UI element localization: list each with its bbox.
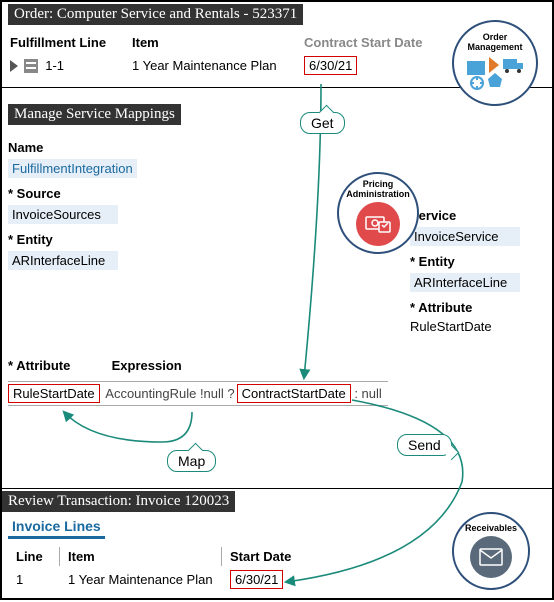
attribute-label: Attribute: [8, 358, 108, 373]
order-management-icon: [465, 55, 525, 93]
review-title: Review Transaction: Invoice 120023: [2, 491, 235, 512]
col-item: Item: [62, 547, 222, 566]
map-callout: Map: [167, 450, 216, 472]
mapping-left-column: Name FulfillmentIntegration Source Invoi…: [8, 132, 208, 270]
receivables-badge: Receivables: [452, 512, 530, 590]
expand-icon[interactable]: [10, 60, 18, 72]
attribute-value: RuleStartDate: [8, 384, 100, 403]
service-label: Service: [410, 208, 540, 223]
line-number: 1-1: [45, 58, 64, 73]
mapping-right-column: Service InvoiceService Entity ARInterfac…: [410, 200, 540, 334]
name-label: Name: [8, 140, 208, 155]
order-management-badge: Order Management: [452, 20, 538, 106]
line-cell: 1: [10, 568, 60, 591]
attribute-label-r: Attribute: [410, 300, 540, 315]
entity-label: Entity: [8, 232, 208, 247]
send-callout: Send: [397, 434, 452, 456]
entity-value: ARInterfaceLine: [8, 251, 118, 270]
badge-label: Order Management: [467, 33, 522, 53]
get-callout: Get: [300, 112, 345, 134]
receivables-icon: [470, 536, 512, 578]
table-row: 1 1 Year Maintenance Plan 6/30/21: [10, 568, 297, 591]
col-item: Item: [126, 33, 296, 52]
expression-mid: ContractStartDate: [237, 384, 351, 403]
attribute-value-r: RuleStartDate: [410, 319, 492, 334]
details-icon[interactable]: [24, 59, 38, 73]
contract-date-value: 6/30/21: [304, 56, 357, 75]
mapping-section: Manage Service Mappings Name Fulfillment…: [2, 104, 552, 414]
expression-label: Expression: [112, 358, 182, 373]
item-cell: 1 Year Maintenance Plan: [62, 568, 222, 591]
order-title: Order: Computer Service and Rentals - 52…: [8, 4, 303, 25]
col-start-date: Start Date: [224, 547, 297, 566]
col-fulfillment-line: Fulfillment Line: [4, 33, 124, 52]
mapping-title: Manage Service Mappings: [8, 104, 181, 125]
invoice-table: Line Item Start Date 1 1 Year Maintenanc…: [8, 545, 299, 593]
service-value: InvoiceService: [410, 227, 520, 246]
entity-value-r: ARInterfaceLine: [410, 273, 520, 292]
start-date-value: 6/30/21: [230, 570, 283, 589]
col-line: Line: [10, 547, 60, 566]
badge-label: Receivables: [465, 524, 517, 534]
source-value: InvoiceSources: [8, 205, 118, 224]
name-value[interactable]: FulfillmentIntegration: [8, 159, 137, 178]
entity-label-r: Entity: [410, 254, 540, 269]
expression-row: Attribute Expression RuleStartDate Accou…: [8, 350, 548, 406]
source-label: Source: [8, 186, 208, 201]
pricing-admin-icon: [356, 202, 400, 246]
pricing-admin-badge: Pricing Administration: [337, 172, 419, 254]
item-cell: 1 Year Maintenance Plan: [126, 54, 296, 77]
expression-prefix: AccountingRule !null ?: [105, 386, 234, 401]
badge-label: Pricing Administration: [346, 180, 410, 200]
invoice-lines-tab[interactable]: Invoice Lines: [8, 516, 105, 539]
expression-suffix: : null: [354, 386, 381, 401]
